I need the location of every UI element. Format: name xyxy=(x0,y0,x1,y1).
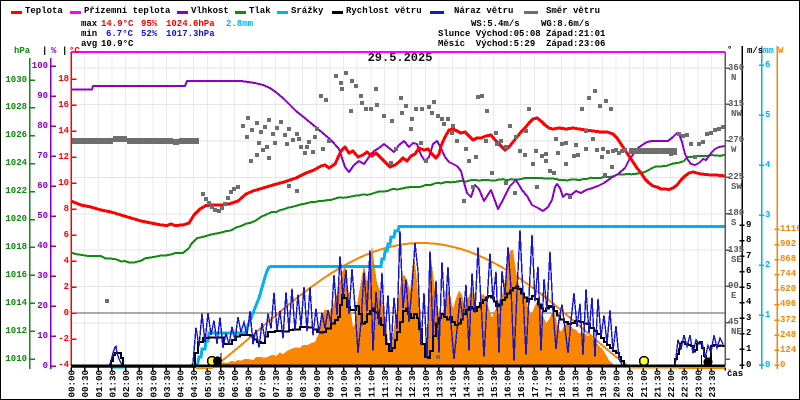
svg-text:17:00: 17:00 xyxy=(530,370,541,398)
svg-text:14:00: 14:00 xyxy=(448,370,459,398)
svg-text:11:00: 11:00 xyxy=(366,370,377,398)
svg-text:09:00: 09:00 xyxy=(312,370,323,398)
svg-text:01:00: 01:00 xyxy=(94,370,105,398)
svg-text:00:30: 00:30 xyxy=(80,370,91,398)
svg-text:08:30: 08:30 xyxy=(298,370,309,398)
svg-text:07:00: 07:00 xyxy=(257,370,268,398)
svg-text:01:30: 01:30 xyxy=(107,370,118,398)
svg-text:04:30: 04:30 xyxy=(189,370,200,398)
svg-text:17:30: 17:30 xyxy=(543,370,554,398)
svg-text:12:30: 12:30 xyxy=(407,370,418,398)
svg-text:10:30: 10:30 xyxy=(353,370,364,398)
svg-text:02:30: 02:30 xyxy=(135,370,146,398)
svg-text:05:00: 05:00 xyxy=(203,370,214,398)
svg-text:08:00: 08:00 xyxy=(285,370,296,398)
svg-text:06:30: 06:30 xyxy=(244,370,255,398)
svg-text:03:00: 03:00 xyxy=(148,370,159,398)
svg-text:20:00: 20:00 xyxy=(612,370,623,398)
svg-text:16:30: 16:30 xyxy=(516,370,527,398)
svg-text:10:00: 10:00 xyxy=(339,370,350,398)
svg-text:05:30: 05:30 xyxy=(216,370,227,398)
svg-text:13:30: 13:30 xyxy=(434,370,445,398)
svg-text:06:00: 06:00 xyxy=(230,370,241,398)
svg-text:04:00: 04:00 xyxy=(176,370,187,398)
svg-text:22:00: 22:00 xyxy=(666,370,677,398)
svg-text:19:00: 19:00 xyxy=(584,370,595,398)
svg-text:14:30: 14:30 xyxy=(462,370,473,398)
svg-text:18:30: 18:30 xyxy=(571,370,582,398)
svg-text:21:00: 21:00 xyxy=(639,370,650,398)
svg-text:13:00: 13:00 xyxy=(421,370,432,398)
svg-text:00:00: 00:00 xyxy=(67,370,78,398)
svg-text:16:00: 16:00 xyxy=(503,370,514,398)
svg-text:07:30: 07:30 xyxy=(271,370,282,398)
svg-text:22:30: 22:30 xyxy=(680,370,691,398)
svg-text:12:00: 12:00 xyxy=(394,370,405,398)
svg-text:15:00: 15:00 xyxy=(475,370,486,398)
svg-text:03:30: 03:30 xyxy=(162,370,173,398)
svg-text:09:30: 09:30 xyxy=(325,370,336,398)
svg-text:11:30: 11:30 xyxy=(380,370,391,398)
svg-text:18:00: 18:00 xyxy=(557,370,568,398)
svg-text:19:30: 19:30 xyxy=(598,370,609,398)
svg-text:23:00: 23:00 xyxy=(693,370,704,398)
svg-text:20:30: 20:30 xyxy=(625,370,636,398)
svg-text:23:30: 23:30 xyxy=(707,370,718,398)
svg-text:21:30: 21:30 xyxy=(652,370,663,398)
svg-text:15:30: 15:30 xyxy=(489,370,500,398)
svg-text:02:00: 02:00 xyxy=(121,370,132,398)
